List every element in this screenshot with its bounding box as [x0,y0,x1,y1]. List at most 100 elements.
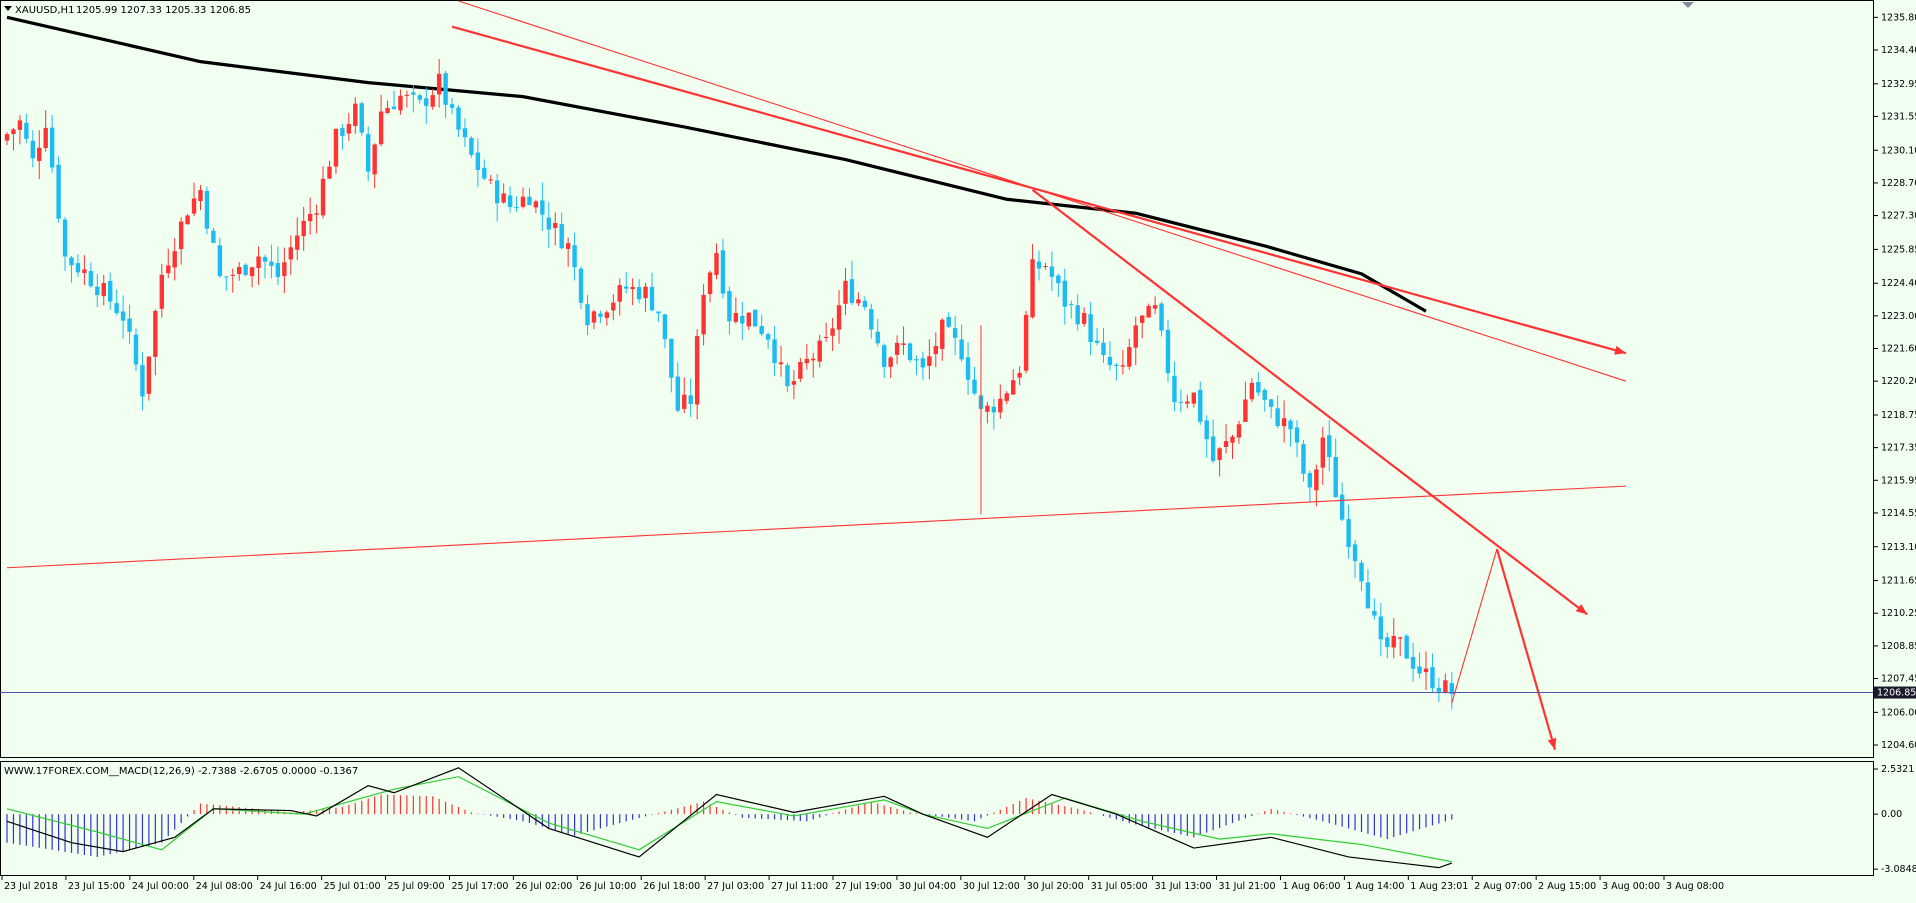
time-axis-label: 31 Jul 13:00 [1155,881,1212,892]
trendline[interactable] [1495,548,1557,750]
candlestick [662,313,668,349]
candlestick [172,238,177,281]
candlestick [1339,482,1345,522]
price-axis-label: 1234.40 [1881,45,1916,56]
trendline[interactable] [6,485,1626,569]
price-axis-label: 1210.25 [1881,608,1916,619]
candlestick [946,312,951,328]
time-axis-label: 30 Jul 20:00 [1027,881,1084,892]
candlestick [262,254,268,279]
price-axis-label: 1231.55 [1881,111,1916,122]
candlestick [366,126,371,182]
candlestick [178,217,184,265]
candlestick [1314,464,1319,507]
candlestick [514,196,519,212]
candlestick [1301,439,1306,482]
macd-pane[interactable] [0,761,1874,876]
candlestick [1030,243,1035,319]
candlestick [836,290,842,344]
price-axis: 1235.80 1234.40 1232.95 1231.55 1230.10 1228.… [1873,12,1916,751]
candlestick [1004,391,1009,405]
candlestick [436,59,442,108]
price-axis-label: 1211.65 [1881,576,1916,587]
candlestick [488,174,493,184]
candlestick [88,262,94,288]
time-axis-label: 27 Jul 11:00 [771,881,828,892]
trendline[interactable] [458,0,1627,382]
candlestick [643,282,648,312]
candlestick [301,206,306,251]
candlestick [346,112,352,141]
candlestick [1307,470,1313,502]
candlestick [1398,636,1403,657]
time-axis-label: 24 Jul 00:00 [132,881,189,892]
candlestick [714,243,719,280]
candlestick [62,216,68,271]
candlestick [101,274,106,306]
candlestick [114,289,119,316]
candlestick [707,270,713,303]
candlestick [688,378,693,417]
price-axis-label: 1207.45 [1881,674,1916,685]
candlestick [907,342,913,363]
candlestick [862,296,868,311]
candlestick [901,326,906,355]
candlestick [237,261,242,281]
time-axis-label: 3 Aug 00:00 [1602,881,1660,892]
candlestick [127,304,132,344]
candlestick [24,113,29,144]
price-axis-label: 1215.95 [1881,475,1916,486]
price-axis-label: 1230.10 [1881,145,1916,156]
candlestick [675,362,680,413]
price-axis-label: 1218.75 [1881,410,1916,421]
macd-axis-label: 0.00 [1881,809,1902,820]
candlestick [133,328,139,372]
candlestick [727,286,732,335]
candlestick [772,326,777,376]
time-axis-label: 26 Jul 02:00 [515,881,572,892]
candlestick [952,315,958,355]
candlestick [1249,378,1255,403]
candlestick [882,343,887,378]
candlestick [146,356,152,401]
candlestick [449,97,455,115]
candlestick [1262,388,1267,412]
candlestick [849,260,855,306]
chart-shift-marker-icon[interactable] [1682,2,1694,8]
candlestick [249,266,255,288]
candlestick [823,322,829,342]
price-axis-label: 1208.85 [1881,641,1916,652]
candlestick [295,217,300,261]
time-axis-label: 1 Aug 06:00 [1282,881,1340,892]
candlestick [1159,301,1164,337]
macd-axis-label: 2.5321 [1881,764,1914,775]
macd-axis: 2.5321 0.00 -3.0848 [1873,764,1916,875]
trendline[interactable] [1451,548,1498,704]
main-price-pane[interactable] [0,0,1874,758]
candlestick [1378,602,1384,657]
candlestick [733,297,739,324]
candlestick [720,238,726,299]
current-price-label: 1206.85 [1877,688,1916,699]
candlestick [914,355,919,376]
candlestick [1449,672,1454,710]
candlestick [791,370,797,400]
candlestick [1230,434,1235,460]
arrowhead-icon [1614,345,1626,355]
candlestick [37,130,42,180]
price-axis-label: 1217.35 [1881,443,1916,454]
candlestick [591,309,597,330]
candlestick [759,314,764,337]
candlestick [636,279,642,304]
chart-menu-icon[interactable] [4,6,12,11]
candlestick [1127,338,1132,370]
time-axis-label: 23 Jul 2018 [4,881,58,892]
candlestick [69,255,74,283]
trendline[interactable] [1031,189,1588,616]
candlestick [269,244,274,279]
candlestick [1359,559,1364,591]
candlestick [927,339,932,380]
time-axis-label: 24 Jul 16:00 [260,881,317,892]
candlestick [572,232,577,281]
